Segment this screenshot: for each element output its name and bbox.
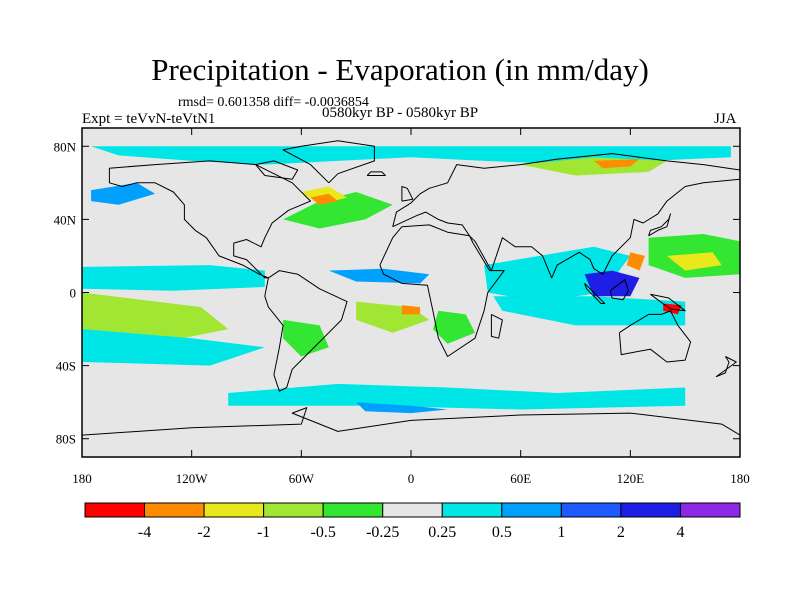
colorbar-box-7 [501, 502, 562, 518]
colorbar-label-5: 0.25 [428, 524, 456, 541]
colorbar-label-1: -2 [197, 524, 210, 541]
coast-north-america [108, 160, 311, 279]
colorbar-box-3 [263, 502, 324, 518]
x-tick-label-3: 0 [408, 471, 415, 486]
coast-japan [648, 213, 671, 237]
coast-antarctica [82, 407, 740, 436]
colorbar-box-0 [84, 502, 146, 518]
coast-sumatra [584, 283, 606, 304]
colorbar-box-10 [679, 502, 741, 518]
colorbar-label-0: -4 [138, 524, 151, 541]
x-tick-label-6: 180 [730, 471, 750, 486]
coast-eurasia [392, 153, 740, 279]
period-label: 0580kyr BP - 0580kyr BP [322, 105, 479, 121]
region-itcz-pacific-cyan [82, 265, 265, 291]
y-tick-label-1: 40N [54, 212, 77, 227]
colorbar-box-4 [322, 502, 384, 518]
region-s-pacific-cyan [82, 329, 265, 366]
x-tick-label-2: 60W [289, 471, 315, 486]
colorbar-label-8: 2 [617, 524, 625, 541]
colorbar-label-3: -0.5 [311, 524, 336, 541]
region-southern-cyan [228, 383, 686, 410]
x-tick-label-1: 120W [176, 471, 209, 486]
colorbar: -4 -2 -1 -0.5 -0.25 0.25 0.5 1 2 4 [84, 502, 741, 541]
coast-iceland [366, 171, 386, 176]
colorbar-label-2: -1 [257, 524, 270, 541]
region-africa-interior-green [432, 310, 475, 344]
region-sa-interior-green [283, 319, 329, 357]
x-tick-label-4: 60E [510, 471, 531, 486]
colorbar-box-2 [203, 502, 265, 518]
region-wp-yellow [666, 252, 722, 271]
coast-africa [379, 224, 505, 357]
coastlines [82, 140, 740, 436]
region-n-atlantic-green [283, 192, 393, 229]
coast-borneo [609, 279, 629, 301]
region-maritime-blue [584, 270, 640, 297]
axis-ticks: 180 120W 60W 0 60E 120E 180 80N 40N 0 40S 80S [54, 128, 750, 486]
y-tick-label-0: 80N [54, 139, 77, 154]
coast-madagascar [490, 313, 503, 339]
x-tick-label-0: 180 [72, 471, 92, 486]
season-label: JJA [714, 111, 737, 127]
y-tick-label-2: 0 [70, 286, 77, 301]
stats-label: rmsd= 0.601358 diff= -0.0036854 [178, 95, 369, 110]
region-siberia-orange [593, 159, 640, 169]
coast-australia [618, 310, 692, 363]
colorbar-box-9 [620, 502, 681, 518]
colorbar-box-8 [560, 502, 622, 518]
colorbar-box-5 [382, 502, 443, 518]
region-antarctic-blue [356, 402, 448, 414]
colorbar-label-6: 0.5 [492, 524, 512, 541]
experiment-label: Expt = teVvN-teVtN1 [82, 111, 216, 127]
region-maritime-orange [626, 252, 645, 271]
y-tick-label-4: 80S [56, 432, 76, 447]
plot-title: Precipitation - Evaporation (in mm/day) [151, 52, 649, 87]
coast-south-america [264, 270, 348, 392]
anomaly-regions [82, 146, 740, 414]
coast-greenland [282, 140, 375, 184]
region-itcz-atlantic-blue [328, 268, 430, 284]
region-s-pacific-green [82, 292, 229, 344]
colorbar-label-4: -0.25 [366, 524, 399, 541]
y-tick-label-3: 40S [56, 359, 76, 374]
region-north-pacific-blue [91, 182, 156, 205]
region-s-atlantic-orange [401, 305, 421, 315]
region-n-atlantic-orange [310, 193, 338, 205]
region-s-indian-cyan [493, 296, 686, 326]
colorbar-box-6 [441, 502, 503, 518]
coast-baffin-island [255, 160, 299, 180]
colorbar-label-7: 1 [557, 524, 565, 541]
colorbar-label-9: 4 [676, 524, 684, 541]
colorbar-box-1 [144, 502, 205, 518]
x-tick-label-5: 120E [617, 471, 645, 486]
coast-british-isles [401, 186, 414, 202]
coast-new-zealand [715, 356, 737, 378]
coast-new-guinea [650, 293, 686, 312]
